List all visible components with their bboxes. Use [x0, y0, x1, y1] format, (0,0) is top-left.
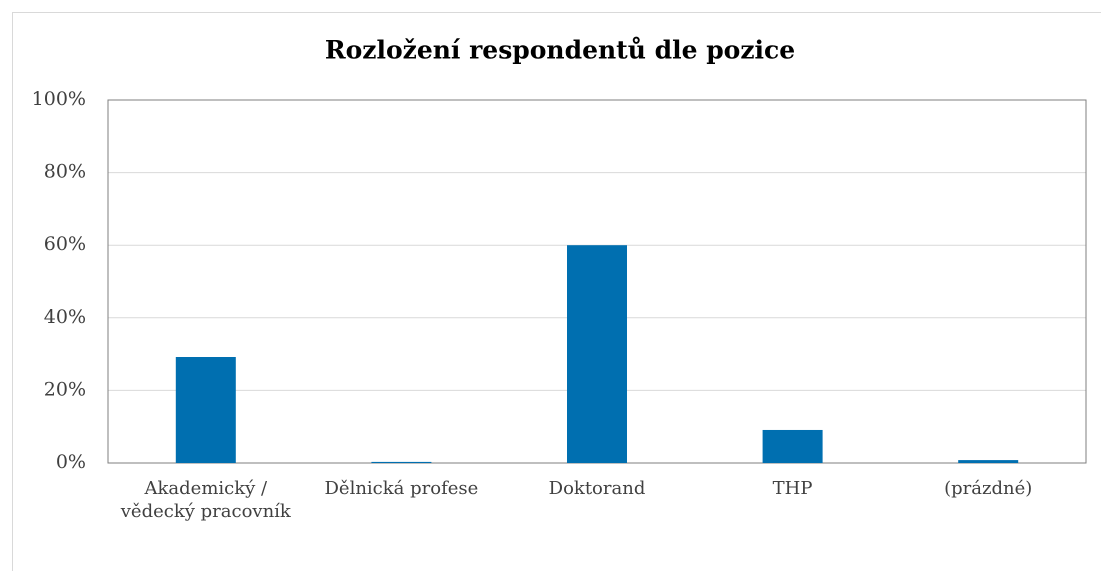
bar [763, 430, 823, 463]
x-tick-label-box: Akademický / vědecký pracovník [116, 477, 296, 567]
bar [371, 462, 431, 463]
chart-title: Rozložení respondentů dle pozice [325, 36, 795, 65]
x-tick-label: Akademický / vědecký pracovník [116, 477, 296, 523]
x-tick-label: Doktorand [507, 477, 687, 500]
y-tick-label: 100% [32, 88, 86, 110]
bar [567, 245, 627, 463]
x-tick-label: THP [703, 477, 883, 500]
y-tick-label: 40% [44, 306, 86, 328]
y-tick-label: 60% [44, 233, 86, 255]
bar [176, 357, 236, 463]
x-tick-label-box: (prázdné) [898, 477, 1078, 567]
x-tick-label: Dělnická profese [311, 477, 491, 500]
x-tick-label-box: Doktorand [507, 477, 687, 567]
bar [958, 460, 1018, 463]
x-tick-label: (prázdné) [898, 477, 1078, 500]
y-tick-label: 20% [44, 378, 86, 400]
x-tick-label-box: Dělnická profese [311, 477, 491, 567]
y-tick-label: 0% [56, 451, 86, 473]
y-tick-label: 80% [44, 161, 86, 183]
x-tick-label-box: THP [703, 477, 883, 567]
